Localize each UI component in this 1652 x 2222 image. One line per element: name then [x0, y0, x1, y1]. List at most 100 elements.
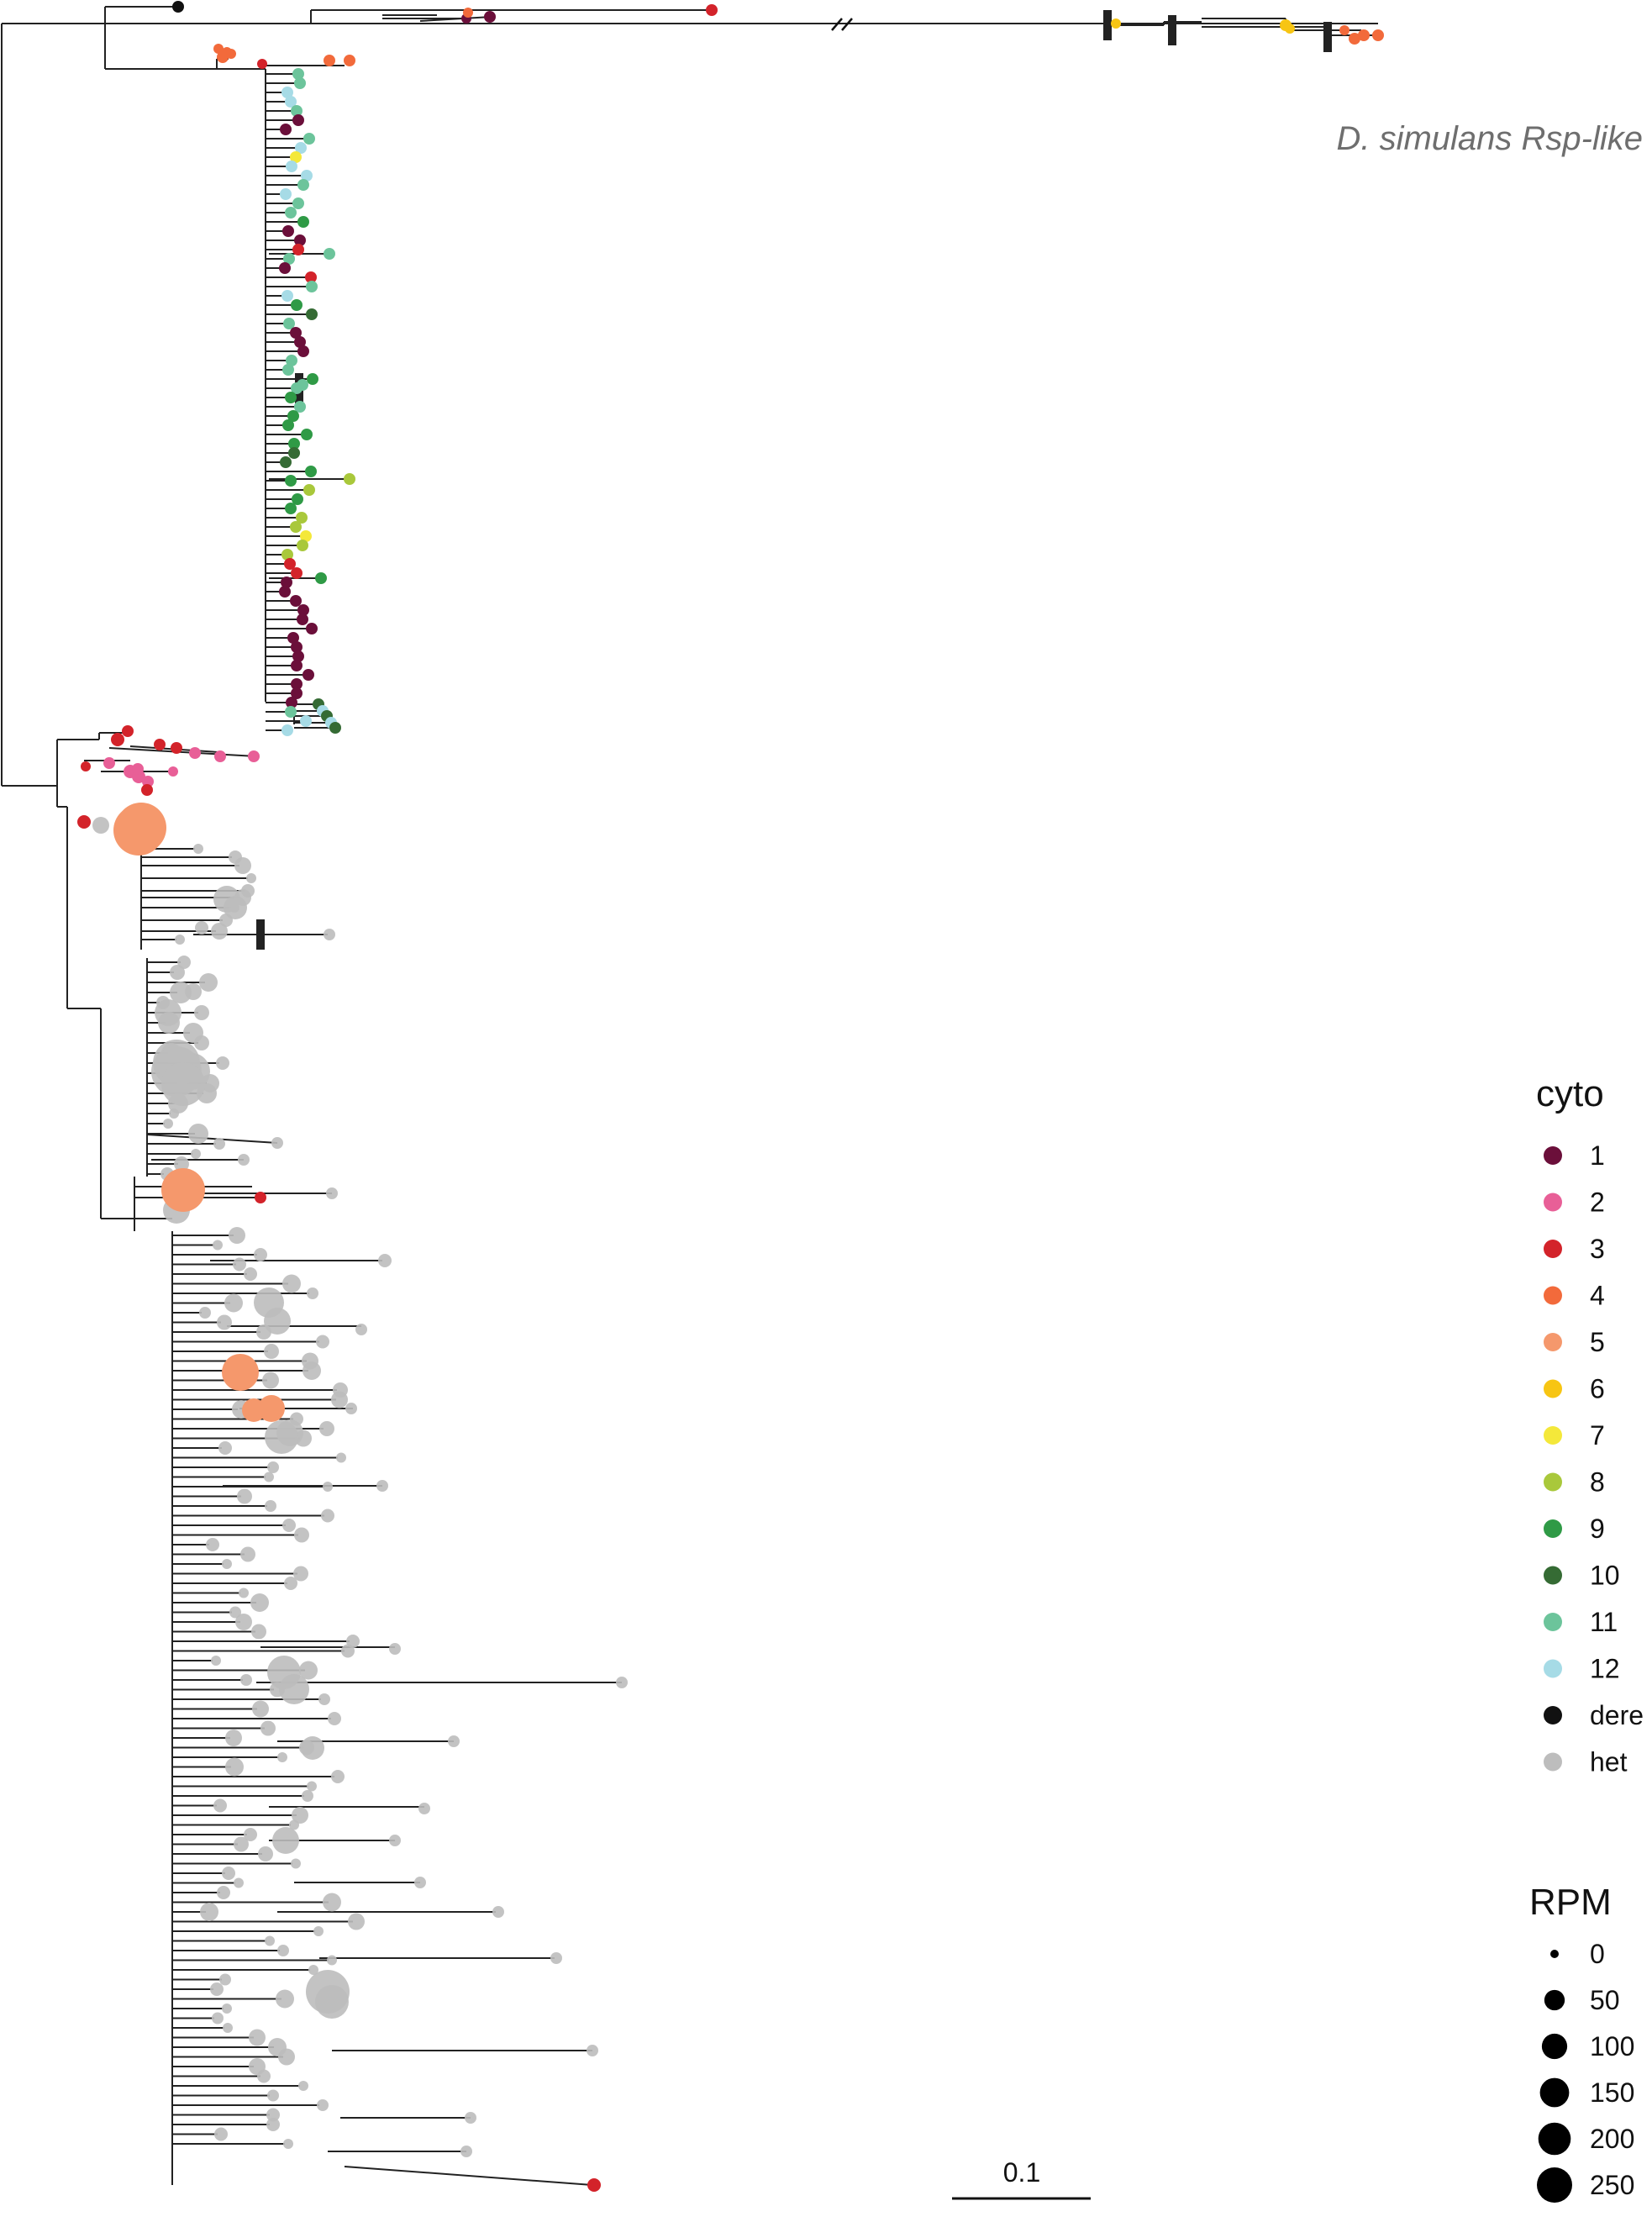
tip-11: [292, 197, 304, 209]
tip-10: [329, 722, 341, 734]
tip-3: [255, 1192, 266, 1203]
tip-het: [249, 2029, 266, 2046]
tip-het: [254, 1248, 267, 1261]
tip-het: [194, 1005, 209, 1020]
tip-het: [266, 2118, 280, 2131]
tip-het: [213, 1240, 223, 1251]
tip-12: [281, 87, 293, 98]
tip-het: [276, 1989, 294, 2009]
tip-1: [292, 650, 304, 662]
tip-8: [344, 473, 355, 485]
branch-break-marks: [256, 10, 1332, 950]
tip-het: [193, 844, 203, 854]
tip-11: [324, 248, 335, 260]
cyto-swatch-dere: [1544, 1706, 1562, 1724]
tip-het: [199, 973, 218, 992]
tip-12: [295, 142, 307, 154]
cyto-swatch-4: [1544, 1286, 1562, 1305]
tip-het: [188, 1124, 208, 1144]
cyto-swatch-12: [1544, 1659, 1562, 1678]
cyto-label-8: 8: [1590, 1467, 1605, 1498]
rpm-swatch-150: [1539, 2077, 1570, 2108]
tip-het: [414, 1877, 426, 1888]
tip-7: [300, 530, 312, 542]
tip-het: [328, 1712, 341, 1725]
tip-het: [298, 2081, 308, 2091]
tip-het: [170, 965, 185, 980]
tip-1: [286, 697, 297, 708]
tip-het: [169, 1108, 179, 1119]
tip-4: [324, 55, 335, 66]
cyto-label-6: 6: [1590, 1374, 1605, 1404]
tip-het: [163, 1119, 173, 1129]
tip-het: [234, 1877, 244, 1888]
tip-5: [161, 1168, 205, 1212]
tip-3: [111, 733, 124, 746]
tip-het: [213, 1798, 227, 1813]
tip-3: [305, 271, 317, 283]
tip-het: [267, 1461, 279, 1473]
tip-het: [170, 982, 192, 1003]
tip-het: [250, 1593, 269, 1612]
cyto-swatch-10: [1544, 1566, 1562, 1585]
tip-het: [222, 1559, 232, 1569]
tip-het: [331, 1770, 345, 1783]
tip-1: [279, 586, 291, 598]
tip-9: [285, 503, 297, 514]
tip-11: [283, 253, 295, 265]
rpm-legend-items: 0 50 100 150 200 250: [1537, 1939, 1634, 2203]
tip-1: [303, 669, 314, 681]
tip-het: [418, 1803, 430, 1814]
rpm-swatch-50: [1544, 1989, 1565, 2011]
tip-11: [291, 105, 303, 117]
tip-het: [616, 1677, 628, 1688]
tip-12: [286, 161, 297, 172]
cyto-swatch-5: [1544, 1333, 1562, 1351]
tip-het: [235, 1614, 252, 1630]
rpm-swatch-200: [1538, 2122, 1571, 2156]
cyto-swatch-7: [1544, 1426, 1562, 1445]
tip-3: [154, 739, 166, 750]
tip-het: [206, 1538, 219, 1551]
cyto-swatch-2: [1544, 1193, 1562, 1212]
tip-het: [246, 873, 256, 883]
tip-het: [233, 1257, 246, 1272]
tip-1: [291, 641, 303, 653]
rpm-swatch-0: [1550, 1950, 1559, 1958]
cyto-swatch-11: [1544, 1613, 1562, 1631]
tip-2: [132, 763, 144, 775]
tip-het: [239, 1588, 249, 1598]
tip-het: [315, 1985, 349, 2019]
tip-9: [305, 466, 317, 477]
tip-het: [175, 935, 185, 945]
tip-3: [292, 244, 304, 255]
tip-het: [214, 2127, 228, 2141]
tip-1: [294, 336, 306, 348]
scale-bar-label: 0.1: [1003, 2157, 1040, 2188]
tree-branch: [419, 16, 492, 22]
tip-het: [341, 1644, 355, 1658]
tip-het: [324, 929, 335, 940]
tip-1: [291, 678, 303, 690]
tip-het: [213, 1138, 225, 1150]
cyto-swatch-1: [1544, 1146, 1562, 1165]
tip-het: [376, 1480, 388, 1492]
tip-het: [251, 1624, 266, 1640]
tip-1: [287, 632, 299, 644]
tip-het: [326, 1187, 338, 1199]
tip-1: [281, 577, 292, 588]
rpm-legend: RPM 0 50 100 150 200 250: [1529, 1882, 1634, 2203]
tip-5: [222, 1354, 259, 1391]
tip-11: [294, 77, 306, 89]
collapsed-branch-marker: [1103, 10, 1112, 40]
tip-het: [199, 1307, 211, 1319]
tip-12: [280, 188, 292, 200]
tip-het: [191, 1149, 201, 1159]
tip-12: [281, 290, 293, 302]
tip-10: [306, 308, 318, 320]
tip-het: [307, 1287, 318, 1299]
cyto-label-2: 2: [1590, 1187, 1605, 1218]
tip-het: [267, 2089, 279, 2102]
tip-het: [282, 1274, 301, 1293]
rpm-label-0: 0: [1590, 1939, 1605, 1969]
